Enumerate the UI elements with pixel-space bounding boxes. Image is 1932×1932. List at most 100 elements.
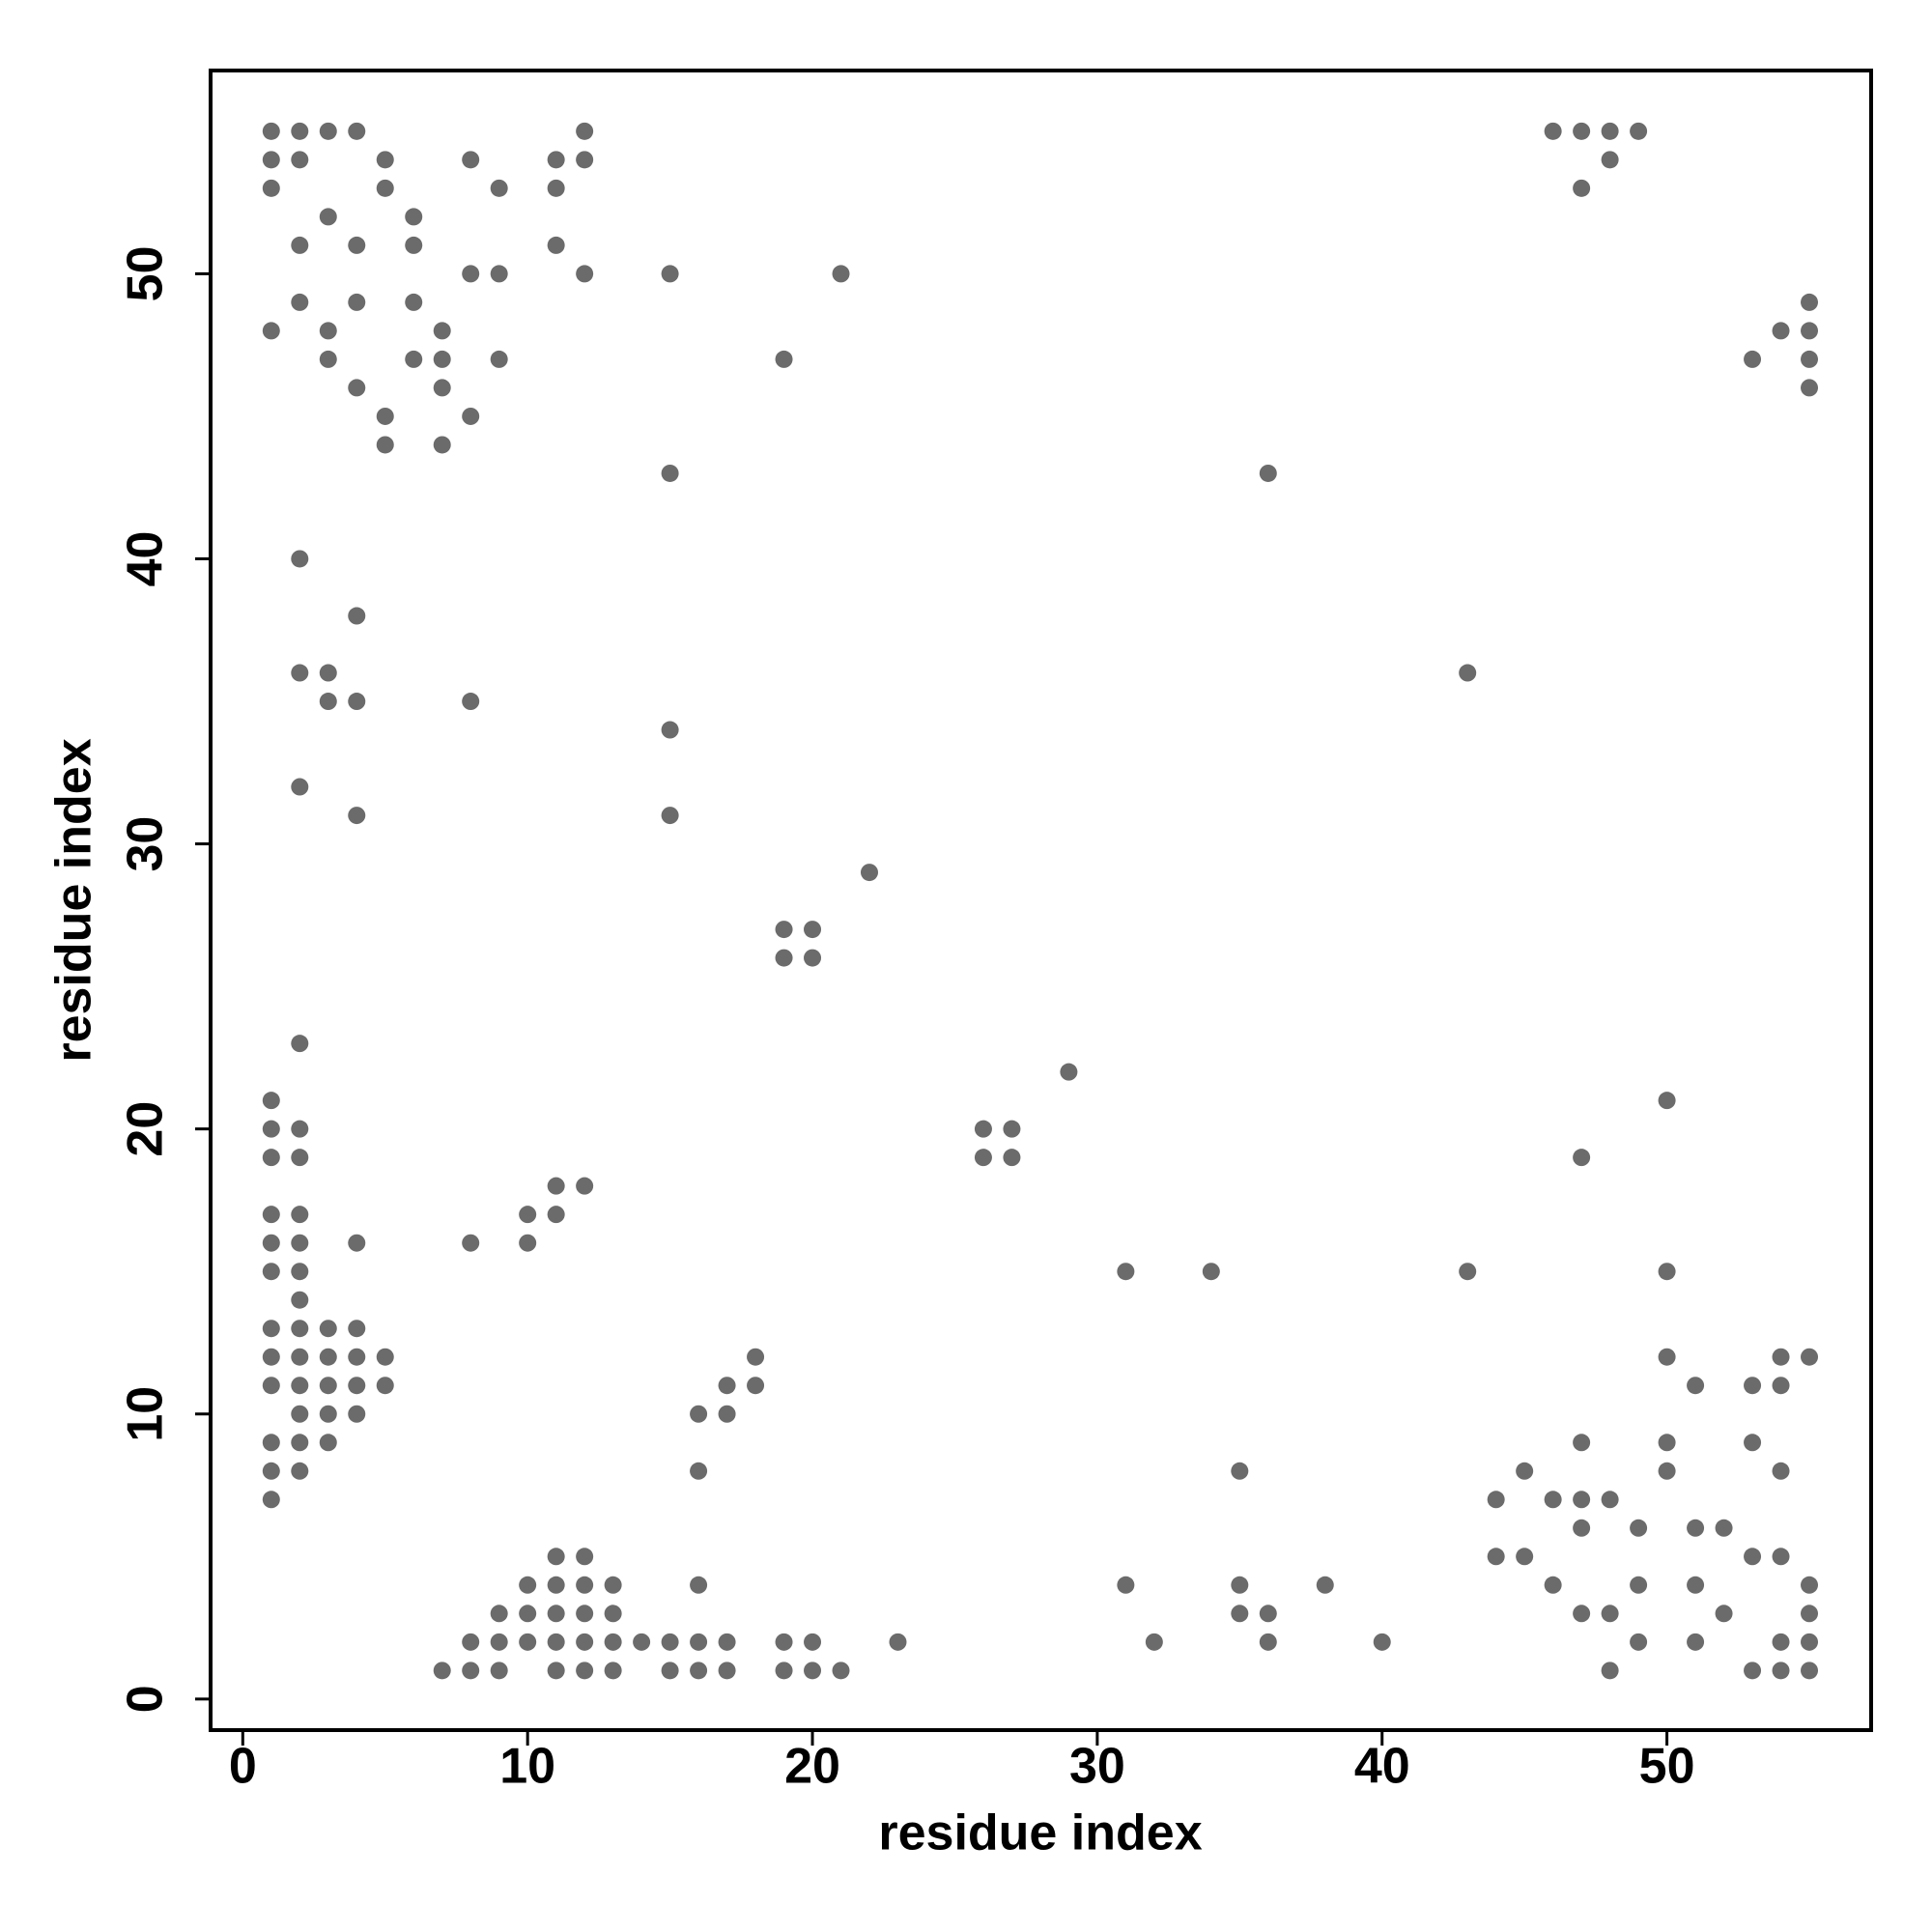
point: [974, 1120, 992, 1138]
point: [462, 1662, 480, 1680]
point: [262, 1149, 280, 1167]
point: [1601, 1605, 1619, 1623]
point: [747, 1348, 765, 1366]
point: [319, 322, 337, 340]
point: [291, 1234, 309, 1252]
point: [1316, 1576, 1334, 1594]
point: [1772, 1377, 1790, 1395]
point: [1573, 1519, 1591, 1537]
point: [319, 664, 337, 682]
point: [1687, 1633, 1705, 1651]
point: [604, 1576, 622, 1594]
point: [1801, 1633, 1819, 1651]
point: [291, 1291, 309, 1309]
point: [1658, 1462, 1676, 1480]
point: [832, 265, 850, 283]
point: [291, 1320, 309, 1338]
point: [576, 1662, 594, 1680]
point: [1573, 1605, 1591, 1623]
point: [804, 921, 822, 939]
point: [348, 1348, 366, 1366]
point: [633, 1633, 651, 1651]
point: [490, 1633, 508, 1651]
point: [718, 1633, 736, 1651]
point: [319, 350, 337, 368]
point: [661, 265, 679, 283]
point: [576, 151, 594, 169]
point: [262, 1120, 280, 1138]
point: [547, 151, 565, 169]
point: [376, 1377, 394, 1395]
point: [1801, 379, 1819, 397]
point: [604, 1662, 622, 1680]
point: [547, 1177, 565, 1195]
point: [1601, 1662, 1619, 1680]
point: [775, 921, 793, 939]
point: [1772, 1662, 1790, 1680]
y-tick-label: 0: [118, 1685, 174, 1713]
point: [490, 350, 508, 368]
point: [576, 1605, 594, 1623]
point: [547, 1206, 565, 1224]
point: [1231, 1576, 1249, 1594]
point: [1801, 1576, 1819, 1594]
point: [547, 236, 565, 254]
point: [1658, 1092, 1676, 1110]
point: [1573, 1149, 1591, 1167]
point: [1231, 1605, 1249, 1623]
point: [291, 122, 309, 140]
point: [262, 322, 280, 340]
point: [433, 350, 451, 368]
point: [718, 1377, 736, 1395]
point: [860, 864, 878, 882]
point: [1801, 293, 1819, 311]
point: [1744, 1662, 1762, 1680]
point: [690, 1462, 708, 1480]
point: [433, 436, 451, 454]
point: [547, 1576, 565, 1594]
point: [462, 407, 480, 425]
point: [1772, 1633, 1790, 1651]
point: [889, 1633, 907, 1651]
point: [1202, 1263, 1220, 1281]
point: [1772, 1348, 1790, 1366]
point: [319, 1320, 337, 1338]
point: [462, 151, 480, 169]
point: [462, 693, 480, 711]
point: [291, 1120, 309, 1138]
point: [1117, 1576, 1135, 1594]
point: [291, 236, 309, 254]
y-tick-label: 20: [118, 1101, 174, 1157]
point: [490, 265, 508, 283]
point: [1544, 1491, 1562, 1509]
point: [319, 1348, 337, 1366]
point: [1772, 1462, 1790, 1480]
point: [348, 1377, 366, 1395]
point: [747, 1377, 765, 1395]
point: [1601, 1491, 1619, 1509]
point: [604, 1633, 622, 1651]
x-tick-label: 10: [499, 1739, 555, 1795]
point: [348, 1405, 366, 1423]
y-tick-label: 10: [118, 1386, 174, 1442]
point: [291, 1348, 309, 1366]
point: [433, 322, 451, 340]
point: [1801, 1605, 1819, 1623]
point: [804, 1633, 822, 1651]
point: [604, 1605, 622, 1623]
point: [262, 1491, 280, 1509]
point: [348, 607, 366, 625]
point: [1772, 322, 1790, 340]
point: [1744, 1434, 1762, 1452]
point: [319, 1377, 337, 1395]
point: [1630, 1576, 1648, 1594]
point: [1744, 1548, 1762, 1566]
point: [1259, 464, 1277, 482]
point: [576, 122, 594, 140]
point: [661, 1662, 679, 1680]
point: [690, 1576, 708, 1594]
point: [1715, 1605, 1733, 1623]
point: [1544, 1576, 1562, 1594]
point: [433, 379, 451, 397]
